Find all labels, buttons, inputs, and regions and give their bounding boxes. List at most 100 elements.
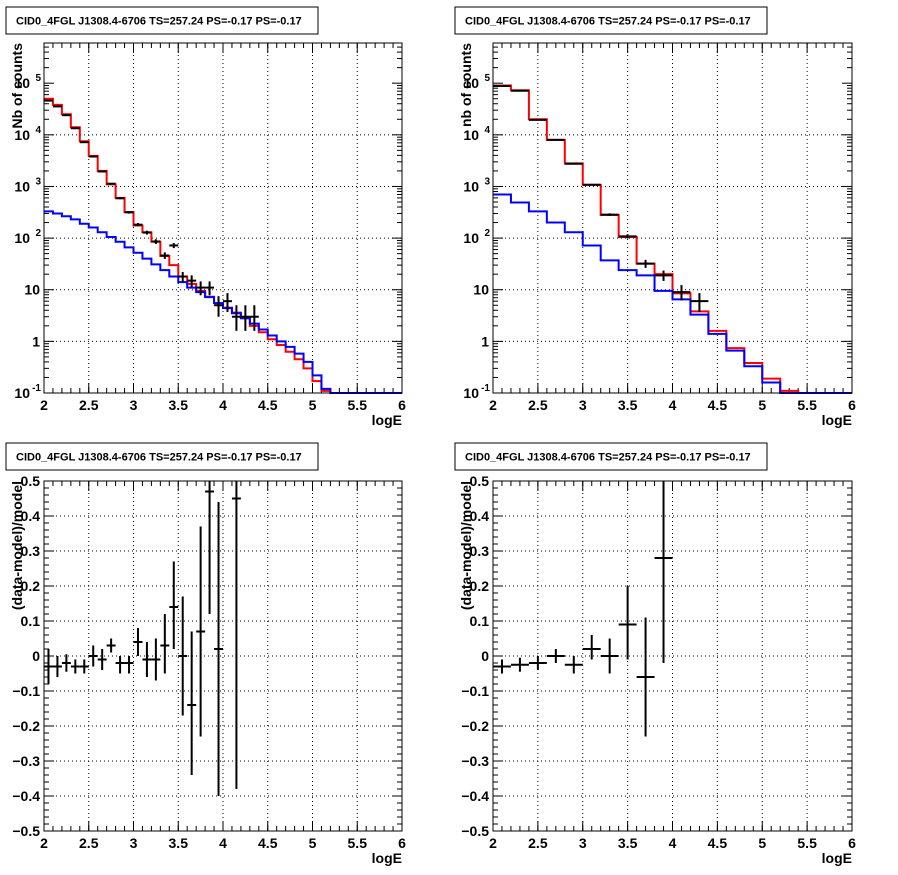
histogram-component <box>493 193 852 394</box>
x-axis-title: logE <box>822 850 852 866</box>
y-tick-label: −0.4 <box>12 788 40 804</box>
data-point <box>582 635 601 660</box>
x-tick-label: 4 <box>219 835 227 851</box>
y-tick-exponent: -1 <box>32 383 41 394</box>
data-point <box>205 481 215 614</box>
x-tick-label: 5 <box>309 835 317 851</box>
y-tick-label: 0.3 <box>21 543 41 559</box>
y-tick-label: −0.1 <box>12 683 40 699</box>
data-point <box>142 642 152 677</box>
x-tick-label: 5 <box>758 397 766 413</box>
data-point <box>178 272 188 283</box>
x-axis-title: logE <box>372 850 402 866</box>
data-point <box>88 645 98 667</box>
data-point <box>654 270 673 281</box>
y-tick-exponent: 2 <box>484 228 490 239</box>
x-tick-label: 5.5 <box>797 835 817 851</box>
y-tick-exponent: 3 <box>484 176 490 187</box>
x-tick-label: 4 <box>669 835 677 851</box>
y-tick-label: 10 <box>463 230 479 246</box>
y-axis-title: (data-model)/model <box>9 481 25 610</box>
x-tick-label: 6 <box>848 835 856 851</box>
y-tick-label: 10 <box>463 178 479 194</box>
x-tick-label: 3 <box>130 397 138 413</box>
data-point <box>187 275 197 287</box>
data-point <box>564 162 583 165</box>
y-tick-label: 10 <box>14 75 30 91</box>
y-tick-label: 10 <box>463 75 479 91</box>
x-tick-label: 6 <box>398 835 406 851</box>
panel-title-box <box>454 442 768 471</box>
x-tick-label: 2 <box>40 835 48 851</box>
data-point <box>151 638 161 681</box>
x-tick-label: 5.5 <box>348 397 368 413</box>
data-point <box>115 656 125 674</box>
y-tick-label: −0.5 <box>461 823 489 839</box>
data-point <box>115 197 125 200</box>
data-point <box>187 631 197 775</box>
data-point <box>690 293 709 313</box>
x-tick-label: 6 <box>398 397 406 413</box>
x-tick-label: 4.5 <box>258 397 278 413</box>
y-tick-label: 0.3 <box>470 543 490 559</box>
data-point <box>151 239 161 244</box>
y-tick-label: −0.3 <box>12 753 40 769</box>
panel-title-box <box>454 6 768 35</box>
data-point <box>493 659 511 674</box>
panel-title: CID0_4FGL J1308.4-6706 TS=257.24 PS=-0.1… <box>16 16 302 28</box>
x-tick-label: 4.5 <box>708 397 728 413</box>
y-tick-exponent: -1 <box>481 383 490 394</box>
data-point <box>97 170 107 173</box>
data-point <box>160 614 170 674</box>
data-point <box>600 638 619 674</box>
y-axis-title: Nb of counts <box>9 43 25 129</box>
data-point <box>52 656 62 677</box>
x-tick-label: 2.5 <box>79 397 99 413</box>
x-tick-label: 5.5 <box>797 397 817 413</box>
plot-frame <box>43 480 403 832</box>
data-point <box>133 222 143 227</box>
y-tick-label: 10 <box>14 385 30 401</box>
x-axis-title: logE <box>372 412 402 428</box>
y-tick-label: 0.5 <box>21 473 41 489</box>
plot-area <box>493 43 852 393</box>
panel-title-box <box>5 442 319 471</box>
x-tick-label: 4 <box>669 397 677 413</box>
plot-frame <box>492 480 853 832</box>
data-point <box>178 596 188 716</box>
y-tick-exponent: 3 <box>35 176 41 187</box>
y-tick-label: −0.4 <box>461 788 489 804</box>
y-tick-label: 0.2 <box>21 578 41 594</box>
data-point <box>528 656 547 670</box>
data-point <box>231 305 241 331</box>
data-point <box>169 243 179 249</box>
y-tick-exponent: 4 <box>484 125 490 136</box>
x-axis-title: logE <box>822 412 852 428</box>
x-tick-label: 3.5 <box>169 397 189 413</box>
y-tick-exponent: 4 <box>35 125 41 136</box>
plot-frame <box>43 42 403 394</box>
y-tick-label: 10 <box>473 282 489 298</box>
data-point <box>618 586 637 660</box>
chart-panel-4: CID0_4FGL J1308.4-6706 TS=257.24 PS=-0.1… <box>454 442 856 866</box>
data-point <box>70 659 80 674</box>
plot-frame <box>492 42 853 394</box>
x-tick-label: 3.5 <box>169 835 189 851</box>
y-axis-title: nb of counts <box>458 43 474 127</box>
y-tick-label: 0.2 <box>470 578 490 594</box>
data-point <box>61 114 71 117</box>
panel-title-box <box>5 6 319 35</box>
data-point <box>618 234 637 239</box>
y-axis-title: (data-model)/model <box>458 481 474 610</box>
x-tick-label: 6 <box>848 397 856 413</box>
y-tick-label: 10 <box>14 178 30 194</box>
y-tick-label: 10 <box>14 230 30 246</box>
y-tick-label: −0.2 <box>12 718 40 734</box>
data-point <box>672 285 691 301</box>
x-tick-label: 2 <box>489 397 497 413</box>
data-point <box>196 526 206 737</box>
y-tick-exponent: 5 <box>484 73 490 84</box>
panel-title: CID0_4FGL J1308.4-6706 TS=257.24 PS=-0.1… <box>465 452 751 464</box>
data-point <box>169 561 179 649</box>
y-tick-label: 0 <box>32 648 40 664</box>
